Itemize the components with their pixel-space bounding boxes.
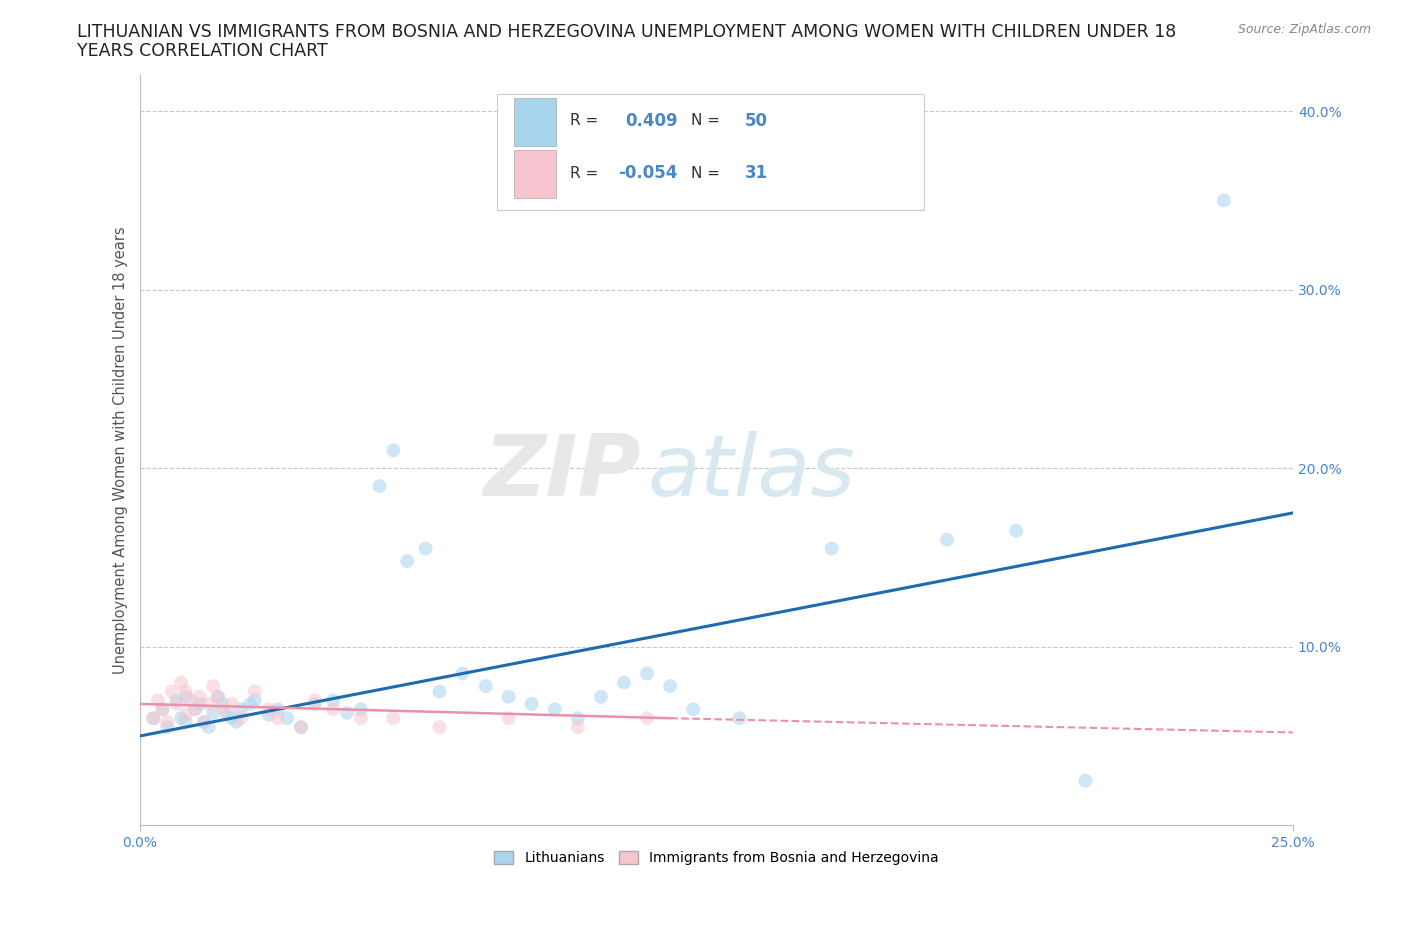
Point [193, 714, 215, 729]
FancyBboxPatch shape [515, 150, 555, 198]
Point [276, 711, 298, 725]
Point [368, 479, 391, 494]
Point [202, 705, 225, 720]
Point [165, 697, 187, 711]
Point [451, 666, 474, 681]
Text: LITHUANIAN VS IMMIGRANTS FROM BOSNIA AND HERZEGOVINA UNEMPLOYMENT AMONG WOMEN WI: LITHUANIAN VS IMMIGRANTS FROM BOSNIA AND… [77, 23, 1177, 41]
Point [179, 693, 201, 708]
Point [184, 702, 207, 717]
Point [636, 711, 658, 725]
Point [350, 711, 373, 725]
Point [267, 711, 290, 725]
Point [174, 689, 197, 704]
Point [415, 541, 437, 556]
Text: 0.409: 0.409 [626, 112, 678, 130]
Point [142, 711, 165, 725]
Text: YEARS CORRELATION CHART: YEARS CORRELATION CHART [77, 42, 328, 60]
Point [152, 702, 174, 717]
Text: 31: 31 [745, 164, 768, 182]
Point [174, 714, 197, 729]
Point [290, 720, 312, 735]
Point [659, 679, 682, 694]
Point [304, 693, 326, 708]
Point [322, 693, 344, 708]
Point [322, 702, 344, 717]
Point [498, 711, 520, 725]
Point [429, 720, 451, 735]
Text: N =: N = [690, 166, 724, 180]
Point [498, 689, 520, 704]
Point [184, 702, 207, 717]
Point [193, 714, 215, 729]
Point [1005, 524, 1028, 538]
Point [350, 702, 373, 717]
Point [682, 702, 704, 717]
Text: atlas: atlas [647, 432, 855, 514]
Point [1074, 773, 1097, 788]
Point [211, 702, 233, 717]
FancyBboxPatch shape [515, 98, 555, 146]
Text: ZIP: ZIP [484, 432, 641, 514]
Point [188, 697, 211, 711]
Point [146, 693, 169, 708]
Point [820, 541, 842, 556]
Point [202, 679, 225, 694]
Point [474, 679, 496, 694]
Point [188, 689, 211, 704]
Point [152, 702, 174, 717]
Point [221, 711, 243, 725]
Point [290, 720, 312, 735]
Point [728, 711, 751, 725]
Point [211, 697, 233, 711]
Point [567, 720, 589, 735]
FancyBboxPatch shape [498, 94, 924, 210]
Text: Source: ZipAtlas.com: Source: ZipAtlas.com [1237, 23, 1371, 36]
Point [257, 702, 280, 717]
Point [429, 684, 451, 698]
Point [160, 684, 183, 698]
Point [336, 705, 359, 720]
Point [544, 702, 567, 717]
Point [257, 707, 280, 722]
Point [382, 711, 405, 725]
Text: 50: 50 [745, 112, 768, 130]
Point [170, 711, 193, 725]
Point [229, 711, 252, 725]
Point [243, 693, 266, 708]
Point [165, 693, 187, 708]
Point [396, 553, 419, 568]
Point [221, 697, 243, 711]
Point [520, 697, 543, 711]
Point [267, 702, 290, 717]
Point [217, 707, 239, 722]
Point [239, 697, 262, 711]
Point [936, 532, 959, 547]
Point [636, 666, 658, 681]
Legend: Lithuanians, Immigrants from Bosnia and Herzegovina: Lithuanians, Immigrants from Bosnia and … [488, 845, 945, 870]
Point [1212, 193, 1234, 208]
Point [225, 714, 247, 729]
Point [174, 707, 197, 722]
Point [229, 702, 252, 717]
Point [613, 675, 636, 690]
Point [197, 720, 219, 735]
Point [156, 714, 179, 729]
Point [243, 684, 266, 698]
Point [197, 697, 219, 711]
Point [207, 689, 229, 704]
Text: -0.054: -0.054 [619, 164, 678, 182]
Y-axis label: Unemployment Among Women with Children Under 18 years: Unemployment Among Women with Children U… [114, 227, 128, 674]
Point [207, 689, 229, 704]
Point [156, 720, 179, 735]
Point [589, 689, 612, 704]
Point [142, 711, 165, 725]
Text: R =: R = [569, 113, 603, 128]
Point [174, 684, 197, 698]
Point [170, 675, 193, 690]
Text: R =: R = [569, 166, 603, 180]
Text: N =: N = [690, 113, 724, 128]
Point [567, 711, 589, 725]
Point [304, 697, 326, 711]
Point [382, 443, 405, 458]
